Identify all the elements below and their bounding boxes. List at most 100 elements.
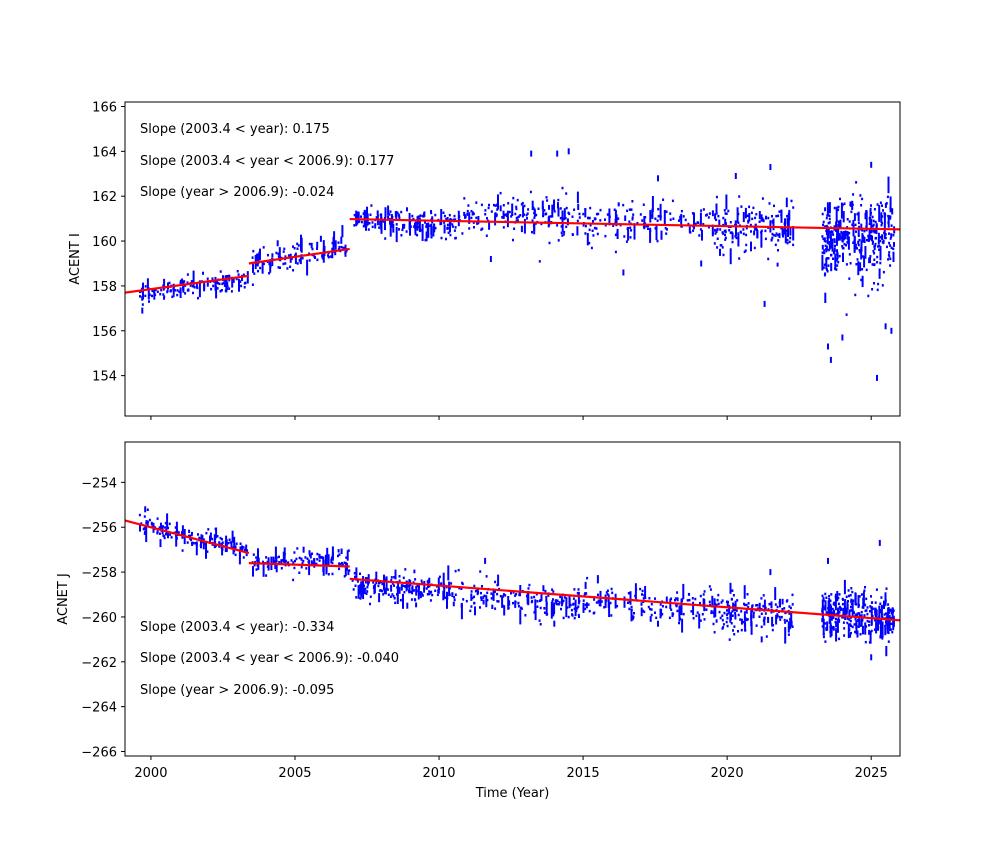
data-point	[839, 219, 842, 229]
data-point	[448, 593, 451, 596]
data-point	[428, 577, 431, 584]
data-point	[733, 604, 736, 607]
data-point	[240, 284, 243, 288]
data-point	[770, 239, 773, 242]
data-point	[215, 285, 218, 299]
data-point	[616, 228, 619, 239]
data-point	[385, 576, 388, 591]
data-point	[515, 205, 518, 209]
data-point	[381, 582, 384, 586]
data-point	[366, 590, 369, 593]
data-point	[823, 249, 826, 252]
data-point-outlier	[319, 235, 322, 242]
data-point	[523, 219, 526, 234]
data-point	[763, 599, 766, 612]
data-point	[777, 239, 780, 242]
data-point	[503, 605, 506, 616]
data-point	[311, 247, 314, 251]
data-point	[219, 290, 222, 293]
data-point	[586, 602, 588, 605]
data-point	[785, 600, 788, 603]
data-point	[861, 229, 864, 232]
data-point	[343, 561, 346, 564]
data-point-outlier	[553, 620, 556, 627]
data-point	[722, 232, 725, 235]
data-point	[846, 621, 849, 625]
data-point	[691, 597, 694, 600]
data-point	[889, 196, 892, 213]
data-point	[825, 596, 828, 599]
data-point	[339, 563, 342, 566]
data-point	[765, 215, 767, 220]
data-point	[669, 212, 672, 215]
data-point	[872, 230, 875, 233]
data-point	[308, 259, 311, 262]
data-point	[874, 607, 877, 611]
data-point	[827, 264, 830, 267]
data-point	[791, 625, 794, 628]
data-point	[827, 607, 830, 610]
data-point	[168, 522, 171, 526]
data-point	[826, 202, 829, 216]
data-point	[775, 214, 778, 218]
data-point	[265, 574, 268, 577]
data-point	[760, 231, 763, 234]
data-point	[767, 617, 770, 623]
data-point	[879, 609, 882, 612]
data-point	[882, 239, 885, 243]
data-point	[719, 228, 722, 231]
data-point	[822, 266, 825, 269]
data-point	[863, 229, 866, 233]
data-point	[205, 531, 208, 535]
data-point	[869, 209, 872, 217]
data-point	[563, 596, 566, 599]
data-point	[170, 536, 173, 539]
data-point	[530, 596, 533, 599]
data-point	[721, 614, 724, 617]
data-point	[557, 603, 560, 606]
data-point	[231, 530, 234, 543]
data-point	[499, 205, 502, 212]
data-point	[486, 217, 488, 220]
data-point	[641, 219, 644, 222]
data-point	[860, 610, 863, 614]
data-point	[338, 553, 341, 556]
data-point	[837, 223, 840, 241]
data-point	[371, 221, 374, 224]
data-point	[723, 209, 726, 212]
data-point	[296, 247, 299, 250]
data-point	[400, 234, 403, 237]
data-point	[656, 219, 659, 222]
data-point	[760, 229, 763, 233]
data-point	[785, 197, 788, 208]
data-point	[869, 605, 872, 608]
data-point	[497, 600, 500, 603]
data-point	[230, 541, 233, 550]
data-point	[578, 216, 581, 219]
data-point	[762, 604, 765, 608]
data-point	[220, 289, 223, 292]
data-point	[363, 209, 366, 226]
data-point	[259, 266, 262, 270]
data-point	[873, 252, 876, 255]
data-point	[724, 218, 727, 227]
data-point	[414, 598, 417, 602]
y-tick-label: 160	[92, 235, 117, 250]
data-point	[245, 547, 248, 550]
data-point	[870, 629, 873, 633]
data-point	[398, 216, 401, 221]
data-point	[856, 247, 858, 250]
data-point	[347, 569, 350, 576]
data-point	[445, 217, 448, 221]
data-point	[164, 521, 167, 525]
data-point	[722, 216, 725, 220]
data-point	[858, 239, 861, 242]
data-point	[146, 523, 149, 526]
data-point	[354, 584, 357, 587]
data-point	[846, 617, 849, 620]
data-point	[364, 210, 367, 220]
data-point	[299, 257, 302, 265]
data-point	[286, 561, 289, 565]
data-point	[887, 221, 890, 224]
x-axis-label: Time (Year)	[475, 786, 550, 801]
